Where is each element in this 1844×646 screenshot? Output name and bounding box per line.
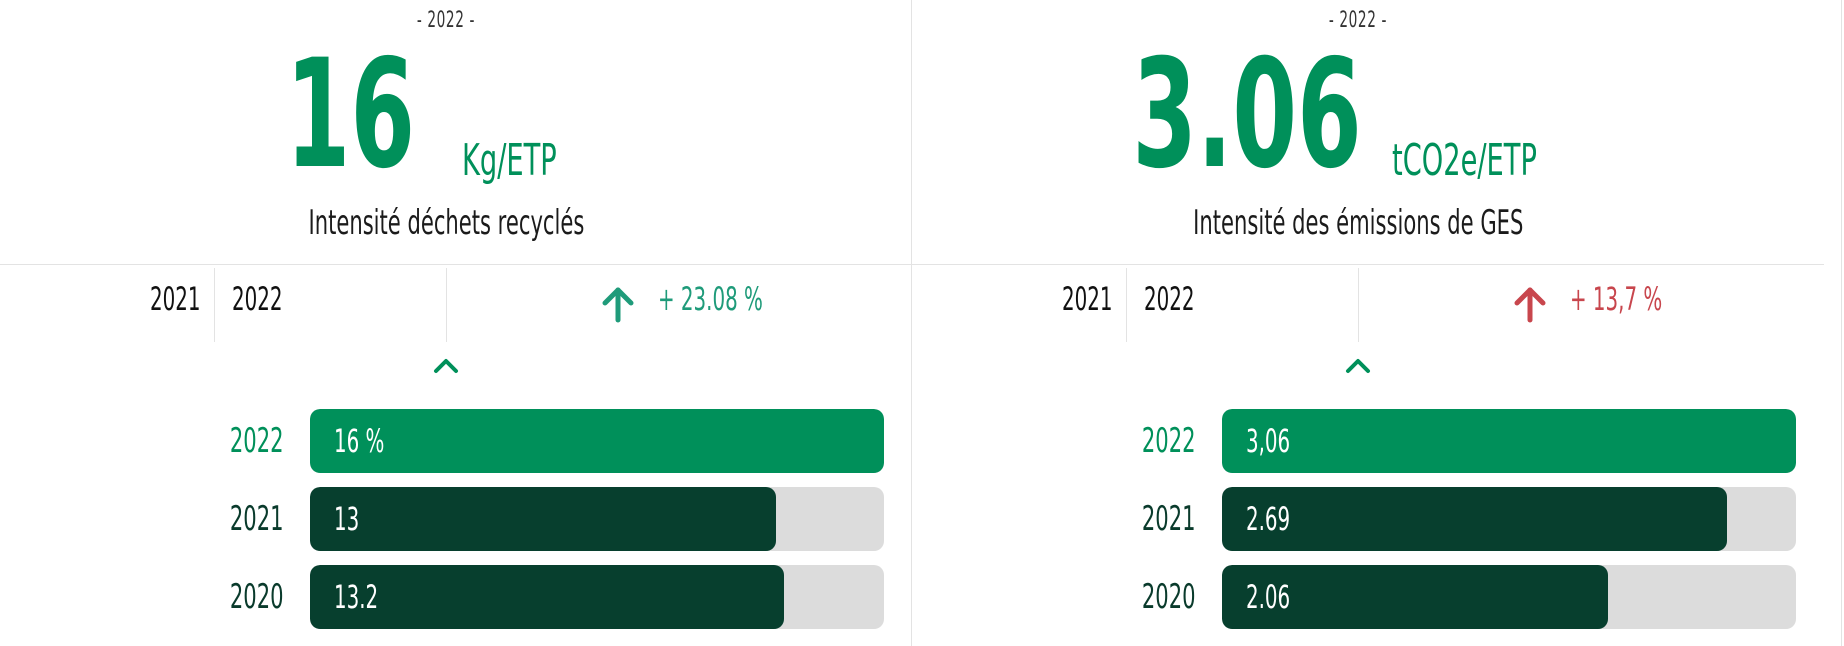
bar-row: 2022 3,06 [912,409,1824,473]
bar-value-label: 13 [334,500,360,538]
bar-fill [310,409,884,473]
bar-fill [1222,487,1727,551]
bar-row: 2021 13 [0,487,912,551]
divider [0,264,912,265]
divider [446,268,447,342]
bar-year-label: 2022 [1142,421,1196,461]
bar-year-label: 2021 [230,499,284,539]
divider [1841,0,1842,646]
bar-year-label: 2021 [1142,499,1196,539]
kpi-title: Intensité des émissions de GES [1192,203,1524,243]
bar-track: 3,06 [1222,409,1796,473]
compare-year-current[interactable]: 2022 [1144,280,1195,318]
bar-fill [1222,409,1796,473]
kpi-title: Intensité déchets recyclés [308,203,584,243]
compare-year-previous[interactable]: 2021 [149,280,200,318]
arrow-up-icon [1514,287,1546,323]
compare-year-previous[interactable]: 2021 [1061,280,1112,318]
bar-value-label: 13.2 [334,578,379,616]
bar-year-label: 2020 [1142,577,1196,617]
kpi-card-waste: - 2022 - 16 Kg/ETP Intensité déchets rec… [0,0,912,646]
arrow-up-icon [602,287,634,323]
bar-track: 13 [310,487,884,551]
bar-track: 2.06 [1222,565,1796,629]
divider [912,264,1824,265]
bar-value-label: 3,06 [1246,422,1291,460]
kpi-year-subtitle: - 2022 - [1328,8,1388,33]
bar-row: 2020 2.06 [912,565,1824,629]
chevron-up-icon[interactable] [432,356,460,376]
bar-track: 16 % [310,409,884,473]
bar-track: 13.2 [310,565,884,629]
bar-fill [310,565,784,629]
bar-row: 2022 16 % [0,409,912,473]
bar-year-label: 2020 [230,577,284,617]
divider [214,268,215,342]
kpi-main-value: 16 [285,28,415,202]
divider [1126,268,1127,342]
trend-delta: + 23.08 % [658,280,763,318]
divider [1358,268,1359,342]
bar-fill [310,487,777,551]
bar-row: 2021 2.69 [912,487,1824,551]
kpi-main-value: 3.06 [1132,28,1362,202]
bar-row: 2020 13.2 [0,565,912,629]
bar-year-label: 2022 [230,421,284,461]
chevron-up-icon[interactable] [1344,356,1372,376]
kpi-year-subtitle: - 2022 - [416,8,476,33]
compare-year-current[interactable]: 2022 [232,280,283,318]
bar-value-label: 2.69 [1246,500,1291,538]
kpi-card-ghg: - 2022 - 3.06 tCO2e/ETP Intensité des ém… [912,0,1824,646]
trend-delta: + 13,7 % [1570,280,1663,318]
bar-value-label: 2.06 [1246,578,1291,616]
kpi-unit: Kg/ETP [462,135,557,186]
bar-fill [1222,565,1609,629]
kpi-unit: tCO2e/ETP [1392,135,1537,186]
bar-value-label: 16 % [334,422,385,460]
bar-track: 2.69 [1222,487,1796,551]
divider [911,0,912,646]
